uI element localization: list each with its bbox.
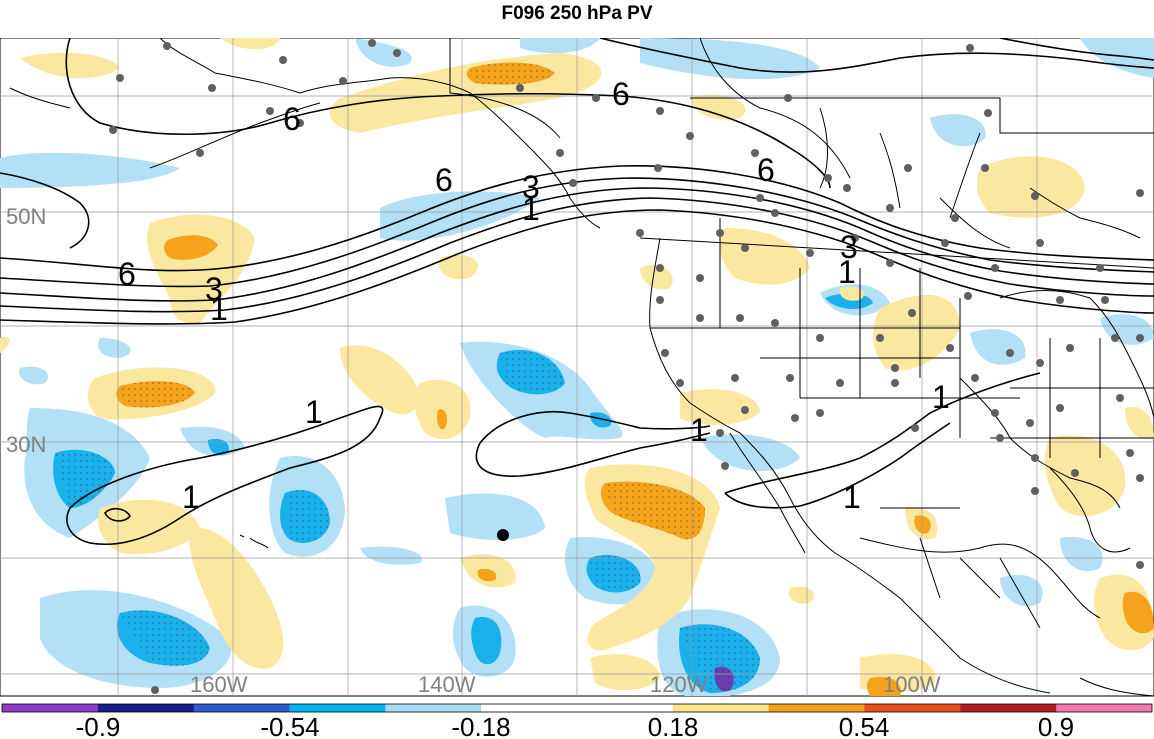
contour-label: 3 xyxy=(522,169,540,205)
colorbar-label: -0.54 xyxy=(260,712,319,739)
colorbar-swatch xyxy=(577,704,674,712)
colorbar: -0.9 -0.54 -0.18 0.18 0.54 0.9 xyxy=(1,703,1153,739)
contour-label: 1 xyxy=(522,191,540,227)
colorbar-swatch xyxy=(2,704,99,712)
contour-label: 1 xyxy=(690,412,708,448)
colorbar-label: 0.54 xyxy=(839,712,890,739)
contour-label: 6 xyxy=(757,152,775,188)
pv-contours xyxy=(0,38,1154,546)
colorbar-swatch xyxy=(481,704,578,712)
contour-label: 1 xyxy=(843,479,861,515)
contour-label: 1 xyxy=(182,479,200,515)
contour-labels: 6 3 1 6 3 1 6 6 6 3 1 1 1 1 1 1 xyxy=(118,76,950,515)
contour-label: 1 xyxy=(838,254,856,290)
target-location-marker xyxy=(497,529,509,541)
coastlines-and-borders xyxy=(9,38,1154,696)
lat-label-30n: 30N xyxy=(6,432,46,457)
contour-label: 1 xyxy=(932,379,950,415)
contour-label: 6 xyxy=(612,76,630,112)
contour-label: 6 xyxy=(283,101,301,137)
contour-label: 1 xyxy=(305,394,323,430)
contour-label: 3 xyxy=(840,229,858,265)
contour-label: 3 xyxy=(205,271,223,307)
lat-lon-grid xyxy=(0,38,1154,696)
station-markers xyxy=(109,39,1144,694)
colorbar-swatch xyxy=(193,704,290,712)
contour-label: 1 xyxy=(210,291,228,327)
colorbar-label: 0.9 xyxy=(1038,712,1074,739)
lon-label-140w: 140W xyxy=(418,672,476,697)
lon-label-120w: 120W xyxy=(650,672,708,697)
contour-label: 6 xyxy=(118,256,136,292)
colorbar-swatch xyxy=(864,704,961,712)
significance-stippling xyxy=(55,62,760,693)
map-title: F096 250 hPa PV xyxy=(501,3,653,24)
colorbar-label: -0.9 xyxy=(76,712,121,739)
colorbar-labels: -0.9 -0.54 -0.18 0.18 0.54 0.9 xyxy=(76,712,1074,739)
colorbar-swatches xyxy=(2,704,1153,712)
lon-label-160w: 160W xyxy=(190,672,248,697)
colorbar-swatch xyxy=(97,704,195,712)
colorbar-swatch xyxy=(289,704,386,712)
lat-label-50n: 50N xyxy=(6,204,46,229)
colorbar-swatch xyxy=(1056,704,1153,712)
lon-label-100w: 100W xyxy=(883,672,941,697)
colorbar-swatch xyxy=(385,704,482,712)
colorbar-swatch xyxy=(768,704,865,712)
colorbar-label: -0.18 xyxy=(451,712,510,739)
contour-label: 6 xyxy=(435,162,453,198)
colorbar-swatch xyxy=(960,704,1057,712)
colorbar-frame xyxy=(1,703,1153,713)
colorbar-label: 0.18 xyxy=(648,712,699,739)
colorbar-swatch xyxy=(672,704,770,712)
pv-map: 50N 30N 160W 140W 120W 100W 6 3 1 6 3 1 … xyxy=(0,38,1154,697)
